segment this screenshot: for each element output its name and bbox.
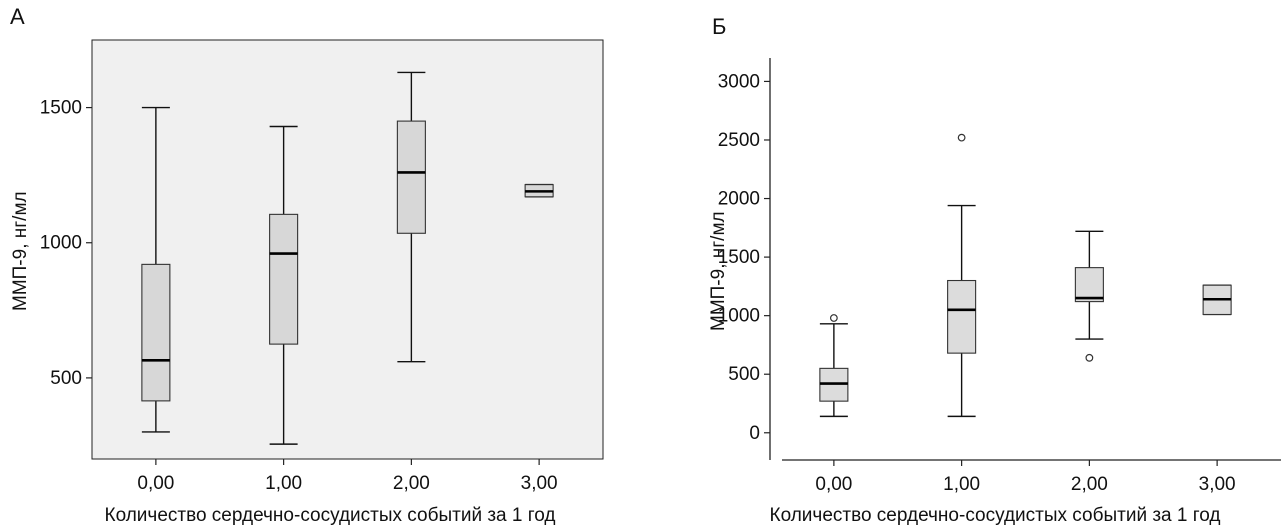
y-tick-label: 1500 — [718, 247, 760, 268]
box-iqr — [396, 120, 426, 234]
x-tick-label: 0,00 — [137, 473, 174, 494]
plot-area — [91, 39, 604, 460]
x-tick-label: 3,00 — [521, 473, 558, 494]
box-iqr — [269, 213, 299, 345]
y-tick-label: 500 — [728, 364, 760, 385]
panel-b-chart: 0 500 1000 1500 2000 2500 3000 0,00 1,00 2,00 3,00 — [718, 58, 1281, 495]
panel-a-x-axis-label: Количество сердечно-сосудистых событий з… — [104, 505, 556, 526]
y-tick-label: 0 — [749, 423, 760, 444]
box-iqr — [1074, 267, 1104, 303]
y-tick-label: 1000 — [40, 233, 82, 254]
panel-b-x-axis-label: Количество сердечно-сосудистых событий з… — [769, 505, 1221, 526]
x-tick-label: 3,00 — [1199, 474, 1236, 495]
y-tick-label: 3000 — [718, 71, 760, 92]
y-tick-label: 1000 — [718, 306, 760, 327]
box-iqr — [947, 279, 977, 354]
panel-a-letter: А — [10, 4, 25, 29]
y-tick-label: 1500 — [40, 98, 82, 119]
x-tick-label: 1,00 — [943, 474, 980, 495]
panel-a-chart: 500 1000 1500 0,00 1,00 2,00 3,00 — [40, 39, 604, 494]
outlier-point — [829, 314, 838, 322]
outlier-point — [957, 133, 966, 142]
panel-b-letter: Б — [712, 14, 727, 39]
y-tick-label: 2000 — [718, 189, 760, 210]
outlier-point — [1085, 353, 1094, 362]
y-tick-label: 2500 — [718, 130, 760, 151]
x-tick-label: 0,00 — [815, 474, 852, 495]
y-tick-label: 500 — [50, 368, 82, 389]
x-tick-label: 2,00 — [1071, 474, 1108, 495]
x-tick-label: 2,00 — [393, 473, 430, 494]
x-tick-label: 1,00 — [265, 473, 302, 494]
box-iqr — [141, 263, 171, 402]
